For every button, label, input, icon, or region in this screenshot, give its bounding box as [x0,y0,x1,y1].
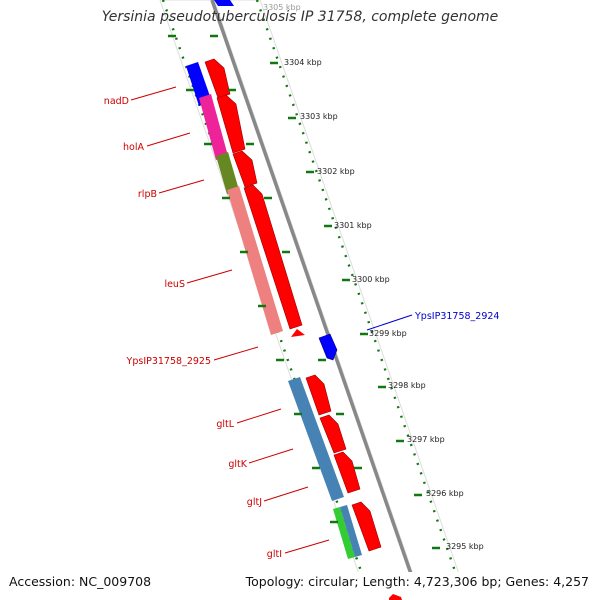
cds-arrow-gltK [319,414,347,454]
kbp-label: 3298 kbp [388,381,426,390]
gene-band-gltI-green [333,507,355,559]
gene-label-nadD: nadD [104,96,129,107]
kbp-label: 3303 kbp [300,112,338,121]
cds-arrow-gltJ [333,451,361,494]
gene-label-2924: YpsIP31758_2924 [414,311,499,322]
gene-label-gltK: gltK [228,459,247,470]
page-title: Yersinia pseudotuberculosis IP 31758, co… [101,9,499,25]
cds-arrow-holA [216,94,246,154]
ruler-lane [213,0,459,572]
gene-band-nadD [186,62,212,106]
gene-band-leuS [227,186,283,335]
gene-label-holA: holA [123,142,144,153]
cds-arrow-2924 [318,333,338,361]
cds-arrow-leuS [243,184,303,330]
gene-label-2925: YpsIP31758_2925 [126,356,211,367]
kbp-label: 3295 kbp [446,542,484,551]
kbp-label: 3299 kbp [369,329,407,338]
cds-arrow-nadD [204,58,231,99]
strand-backbone [210,0,413,572]
cds-arrow-gltI [351,501,382,552]
kbp-label: 3302 kbp [317,167,355,176]
kbp-label: 3305 kbp [263,3,301,12]
partial-gene-top [214,0,234,6]
kbp-label: 3304 kbp [284,58,322,67]
gene-band-gltI-blue [340,505,362,557]
cds-arrow-rlpB [232,150,258,188]
genome-summary: Topology: circular; Length: 4,723,306 bp… [245,574,589,589]
gene-band-gltL [288,377,344,501]
cds-arrow-gltL [305,374,332,416]
gene-band-holA [199,94,228,160]
kbp-label: 3300 kbp [352,275,390,284]
cds-arrow-2925 [291,329,305,337]
gene-label-gltL: gltL [216,419,234,430]
gene-label-gltJ: gltJ [247,497,262,508]
kbp-label: 3296 kbp [426,489,464,498]
major-ticks [168,34,440,550]
gene-label-rlpB: rlpB [138,189,157,200]
partial-gene-bottom [389,594,402,600]
gene-label-leuS: leuS [164,279,185,290]
gene-labels: nadD holA rlpB leuS YpsIP31758_2925 gltL… [104,96,500,560]
kbp-labels: 3305 kbp 3304 kbp 3303 kbp 3302 kbp 3301… [263,3,484,551]
leader-lines [130,86,413,554]
kbp-label: 3301 kbp [334,221,372,230]
accession-text: Accession: NC_009708 [9,574,152,589]
gene-label-gltI: gltI [267,549,282,560]
gene-band-rlpB [216,152,239,194]
kbp-label: 3297 kbp [407,435,445,444]
